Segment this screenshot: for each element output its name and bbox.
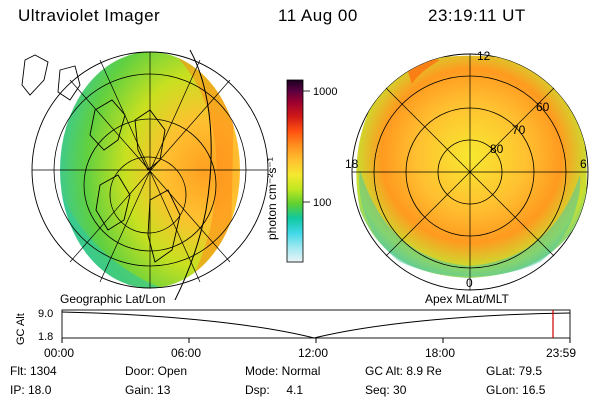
coastlines bbox=[21, 54, 181, 263]
lat-circle-inner bbox=[109, 156, 187, 234]
mlt-label-18: 18 bbox=[345, 157, 359, 171]
status-dsp: Dsp: 4.1 bbox=[245, 383, 304, 397]
xtick-label-0000: 00:00 bbox=[44, 346, 74, 360]
terminator-line bbox=[174, 49, 212, 301]
status-glat: GLat: 79.5 bbox=[486, 364, 543, 378]
geographic-map: Geographic Lat/Lon bbox=[21, 49, 269, 306]
left-aurora-oval-band bbox=[175, 52, 235, 288]
mlt-label-12: 12 bbox=[477, 49, 491, 63]
mlat-label-60: 60 bbox=[536, 100, 550, 114]
altitude-ylabel: GC Alt bbox=[15, 313, 27, 345]
status-door: Door: Open bbox=[125, 364, 188, 378]
status-gc-altitude: GC Alt: 8.9 Re bbox=[365, 364, 442, 378]
meridians bbox=[32, 52, 268, 288]
xtick-label-0600: 06:00 bbox=[171, 346, 201, 360]
altitude-plot-frame bbox=[61, 309, 571, 339]
right-map-caption: Apex MLat/MLT bbox=[425, 292, 509, 306]
altitude-plot: 9.0 1.8 GC Alt 00:00 06:00 12:00 18:00 2… bbox=[15, 308, 576, 360]
right-low-intensity-band bbox=[359, 170, 581, 277]
status-ip: IP: 18.0 bbox=[10, 383, 52, 397]
magnetic-polar-map: 12 18 6 0 60 70 80 Apex MLat/MLT bbox=[345, 49, 589, 306]
mlat-label-80: 80 bbox=[490, 142, 504, 156]
colorbar-label-100: 100 bbox=[313, 197, 331, 209]
colorbar-label-1000: 1000 bbox=[313, 86, 337, 98]
altitude-curve bbox=[61, 311, 571, 339]
status-sequence: Seq: 30 bbox=[365, 383, 407, 397]
altitude-ytick-top: 9.0 bbox=[38, 308, 53, 320]
date-label: 11 Aug 00 bbox=[278, 6, 358, 25]
xtick-label-2359: 23:59 bbox=[546, 346, 576, 360]
status-mode: Mode: Normal bbox=[245, 364, 321, 378]
colorbar-scale bbox=[286, 79, 304, 263]
altitude-ytick-bottom: 1.8 bbox=[38, 331, 53, 343]
right-bright-arc bbox=[408, 59, 440, 84]
mlt-label-6: 6 bbox=[580, 157, 587, 171]
mlt-meridians bbox=[352, 54, 588, 290]
left-map-caption: Geographic Lat/Lon bbox=[60, 292, 165, 306]
mlat-label-70: 70 bbox=[512, 123, 526, 137]
mlt-label-0: 0 bbox=[466, 276, 473, 290]
xtick-label-1200: 12:00 bbox=[298, 346, 328, 360]
xtick-label-1800: 18:00 bbox=[425, 346, 455, 360]
right-aurora-emission bbox=[356, 55, 587, 279]
status-gain: Gain: 13 bbox=[125, 383, 171, 397]
status-glon: GLon: 16.5 bbox=[486, 383, 546, 397]
colorbar-unit-label: photon cm⁻²s⁻¹ bbox=[265, 157, 279, 240]
time-label: 23:19:11 UT bbox=[428, 6, 526, 25]
colorbar: 1000 100 photon cm⁻²s⁻¹ bbox=[265, 79, 337, 263]
app-title: Ultraviolet Imager bbox=[18, 6, 161, 25]
status-flight: Flt: 1304 bbox=[10, 364, 57, 378]
